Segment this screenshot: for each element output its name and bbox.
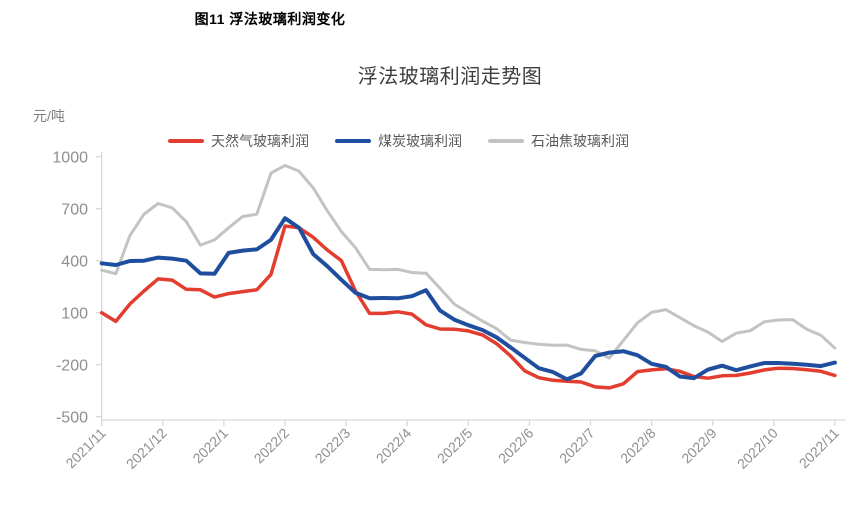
x-tick-label-4: 2022/3 — [312, 425, 354, 467]
x-tick-label-5: 2022/4 — [373, 425, 415, 467]
x-tick-label-3: 2022/2 — [251, 425, 293, 467]
x-tick-label-6: 2022/5 — [434, 425, 476, 467]
legend-item-1: 天然气玻璃利润 — [168, 131, 309, 151]
y-tick-label-3: 100 — [61, 306, 88, 323]
x-tick-label-11: 2022/10 — [734, 425, 781, 472]
legend-swatch-3 — [488, 139, 524, 143]
x-tick-label-7: 2022/6 — [495, 425, 537, 467]
legend-label-2: 煤炭玻璃利润 — [378, 133, 462, 149]
x-tick-label-8: 2022/7 — [556, 425, 598, 467]
y-tick-label-4: -200 — [56, 358, 88, 375]
y-tick-label-0: 1000 — [52, 150, 88, 167]
legend-label-1: 天然气玻璃利润 — [211, 133, 309, 149]
x-tick-label-10: 2022/9 — [678, 425, 720, 467]
figure-caption: 图11 浮法玻璃利润变化 — [194, 11, 346, 27]
axis-lines — [101, 152, 846, 421]
legend: 天然气玻璃利润 煤炭玻璃利润 石油焦玻璃利润 — [168, 131, 629, 151]
x-tick-label-9: 2022/8 — [617, 425, 659, 467]
x-tick-label-2: 2022/1 — [189, 425, 231, 467]
legend-swatch-1 — [168, 139, 204, 143]
x-tick-label-12: 2022/11 — [796, 425, 843, 472]
series-line-3 — [100, 163, 837, 360]
x-tick-label-1: 2021/12 — [123, 425, 170, 472]
x-tick-label-0: 2021/11 — [62, 425, 109, 472]
y-tick-label-2: 400 — [61, 254, 88, 271]
legend-swatch-2 — [335, 139, 371, 143]
legend-label-3: 石油焦玻璃利润 — [531, 133, 629, 149]
y-tick-label-1: 700 — [61, 202, 88, 219]
y-axis-unit-label: 元/吨 — [33, 108, 65, 124]
legend-item-2: 煤炭玻璃利润 — [335, 131, 462, 151]
y-tick-label-5: -500 — [56, 410, 88, 427]
series-line-1 — [99, 224, 837, 390]
chart-title: 浮法玻璃利润走势图 — [357, 66, 543, 88]
legend-item-3: 石油焦玻璃利润 — [488, 131, 629, 151]
series-line-2 — [99, 216, 837, 382]
